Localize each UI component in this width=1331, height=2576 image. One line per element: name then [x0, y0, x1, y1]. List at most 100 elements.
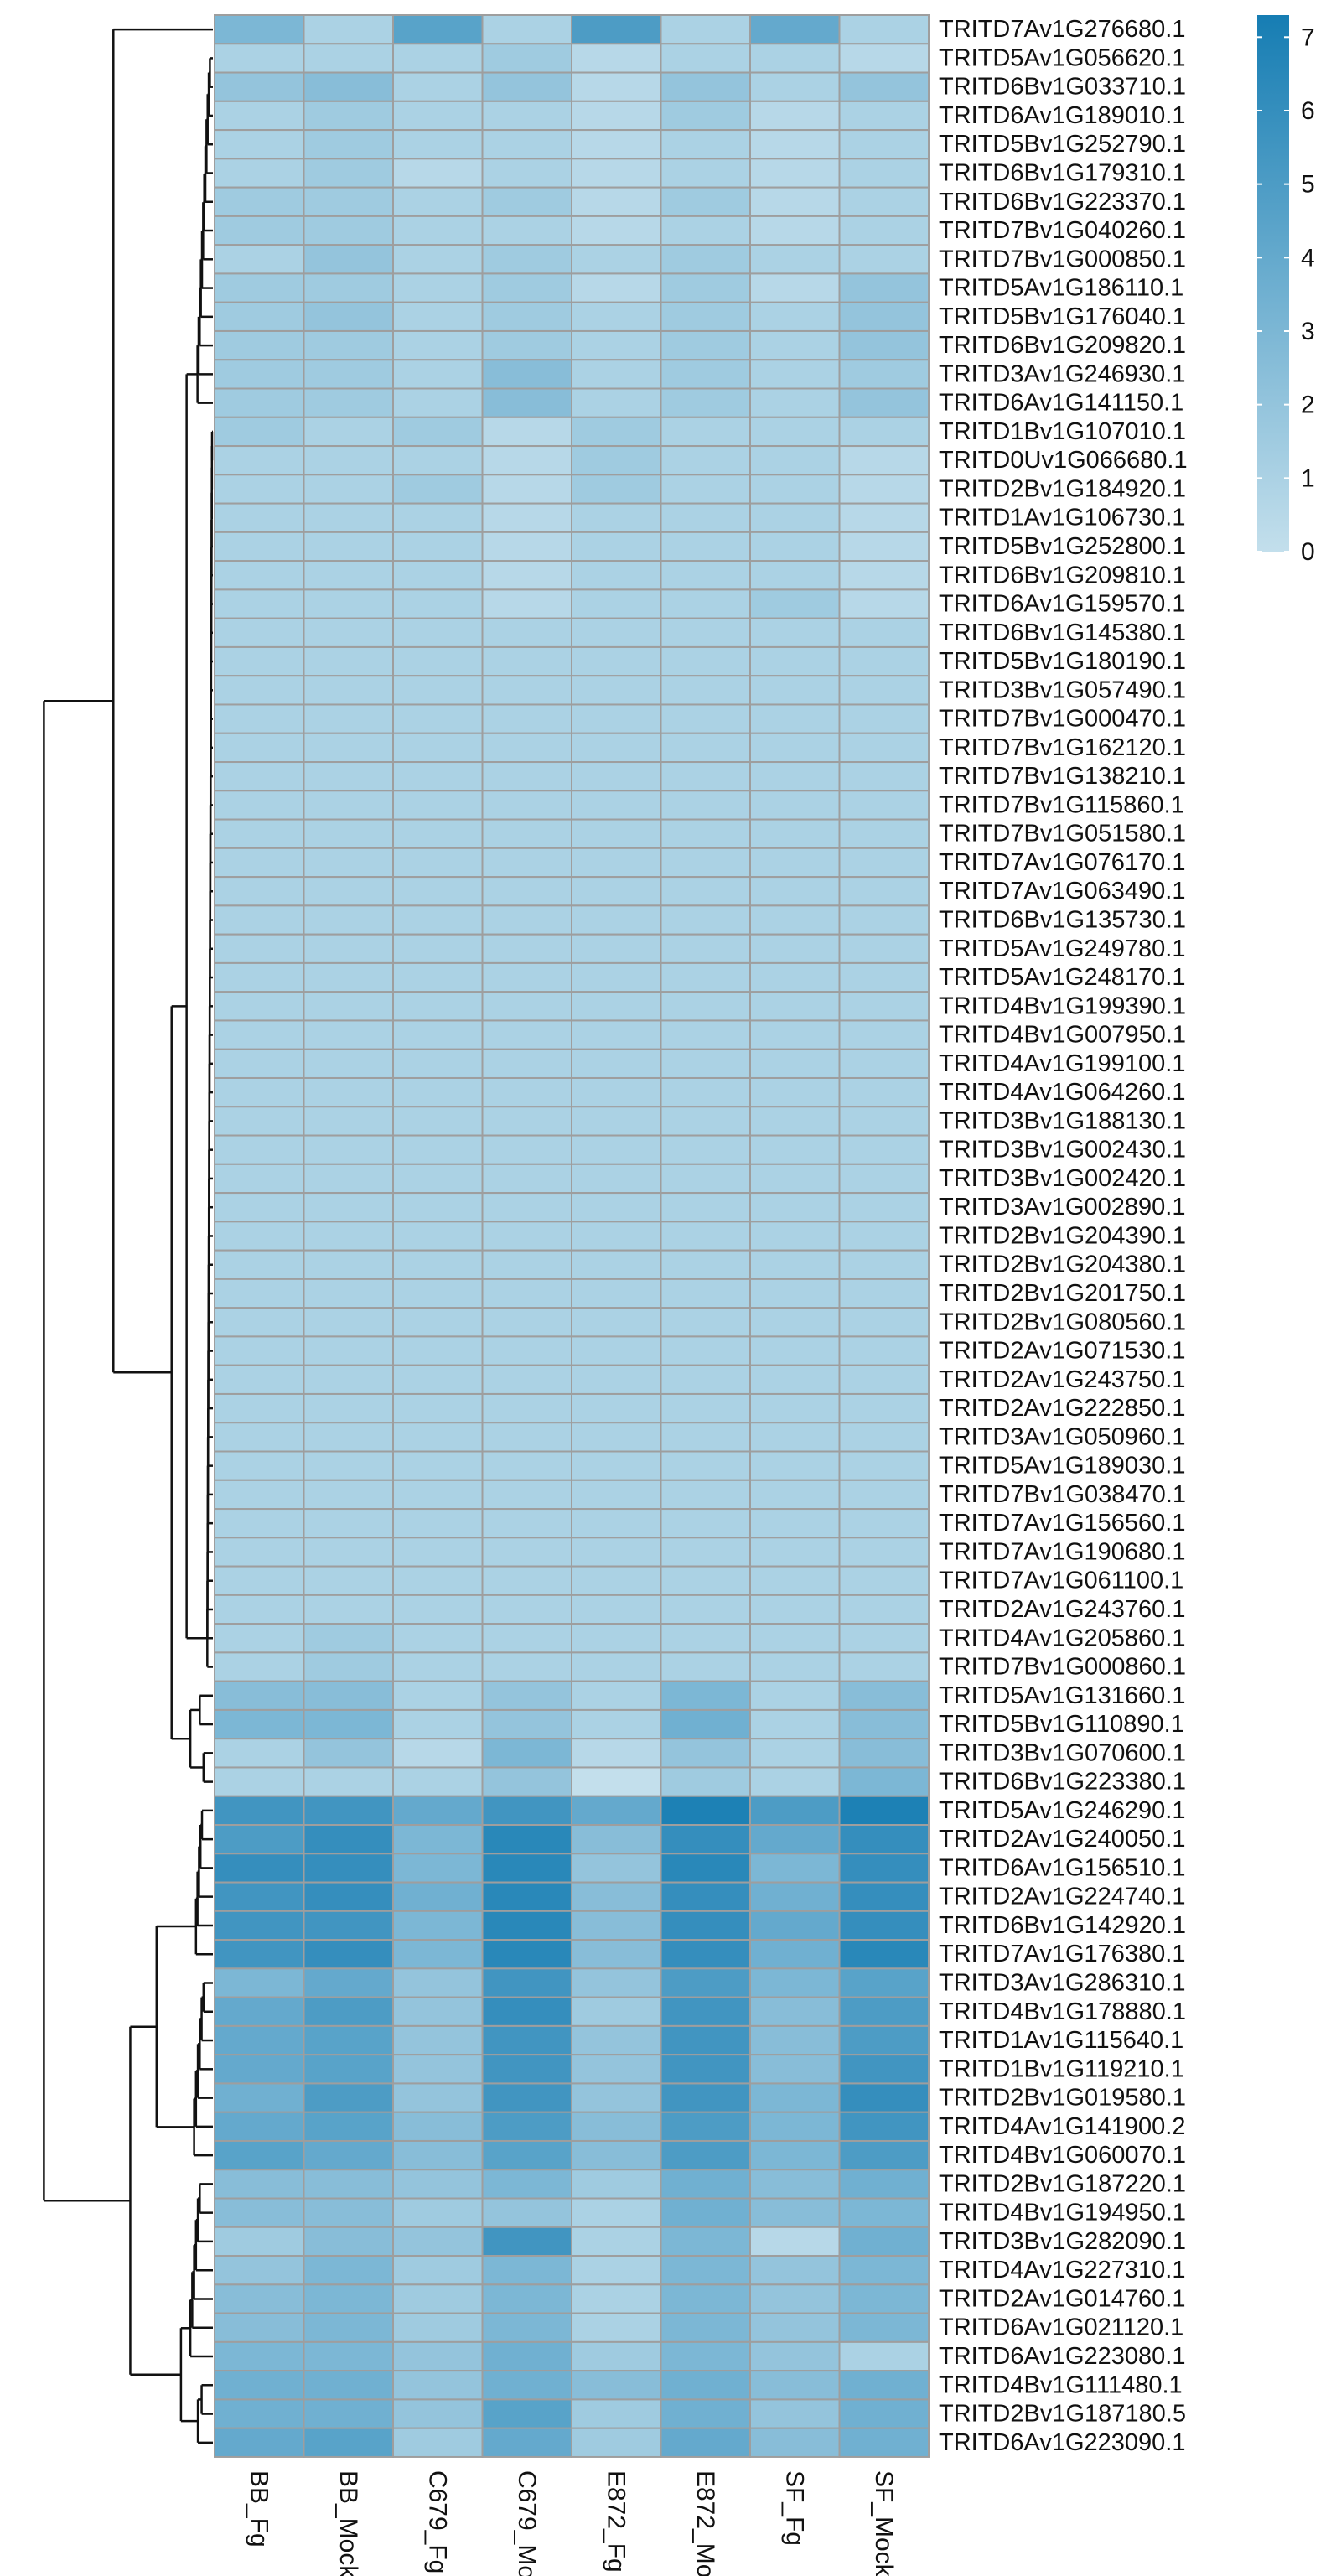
heatmap-cell: [392, 2312, 484, 2343]
legend-tick-label: 5: [1301, 171, 1315, 199]
heatmap-cell: [838, 1680, 930, 1711]
row-label: TRITD7Bv1G051580.1: [939, 821, 1186, 847]
heatmap-cell: [481, 445, 572, 476]
heatmap-cell: [303, 1249, 394, 1280]
heatmap-cell: [214, 2197, 305, 2228]
heatmap-cell: [303, 1766, 394, 1797]
heatmap-cell: [303, 2226, 394, 2257]
heatmap-cell: [303, 1623, 394, 1654]
heatmap-cell: [392, 1651, 484, 1682]
heatmap-cell: [838, 1163, 930, 1195]
heatmap-cell: [392, 244, 484, 275]
heatmap-cell: [392, 474, 484, 505]
heatmap-cell: [303, 2197, 394, 2228]
heatmap-cell: [838, 1881, 930, 1912]
heatmap-cell: [214, 43, 305, 74]
heatmap-cell: [303, 272, 394, 303]
heatmap-cell: [481, 2111, 572, 2142]
legend-tick-label: 7: [1301, 23, 1315, 51]
heatmap-cell: [660, 1766, 751, 1797]
heatmap-cell: [749, 100, 841, 132]
heatmap-cell: [660, 904, 751, 936]
row-label: TRITD0Uv1G066680.1: [939, 447, 1188, 474]
heatmap-cell: [481, 1853, 572, 1884]
heatmap-cell: [838, 560, 930, 591]
heatmap-cell: [481, 2024, 572, 2056]
heatmap-cell: [838, 818, 930, 849]
heatmap-cell: [660, 1508, 751, 1539]
heatmap-cell: [660, 416, 751, 448]
heatmap-cell: [571, 2082, 662, 2113]
heatmap-cell: [838, 71, 930, 102]
heatmap-cell: [749, 1594, 841, 1625]
heatmap-cell: [660, 445, 751, 476]
heatmap-cell: [303, 2370, 394, 2401]
legend-tick-label: 1: [1301, 464, 1315, 492]
heatmap-cell: [660, 1565, 751, 1596]
heatmap-cell: [571, 2427, 662, 2458]
row-label: TRITD4Av1G205860.1: [939, 1625, 1185, 1651]
heatmap-cell: [481, 1623, 572, 1654]
heatmap-cell: [392, 1364, 484, 1395]
heatmap-cell: [481, 1967, 572, 1998]
heatmap-cell: [214, 445, 305, 476]
heatmap-cell: [660, 1795, 751, 1827]
heatmap-cell: [571, 244, 662, 275]
heatmap-cell: [660, 158, 751, 189]
row-dendrogram: [43, 28, 214, 2444]
heatmap-cell: [660, 1019, 751, 1050]
heatmap-cell: [749, 1939, 841, 1970]
heatmap-cell: [392, 1221, 484, 1252]
heatmap-cell: [749, 158, 841, 189]
heatmap-cell: [392, 1910, 484, 1941]
heatmap-cell: [749, 1106, 841, 1137]
heatmap-cell: [571, 1738, 662, 1769]
color-legend: 0 1 2 3 4 5 6 7: [1257, 15, 1315, 566]
heatmap-cell: [214, 2427, 305, 2458]
heatmap-cell: [481, 1680, 572, 1711]
heatmap-cell: [749, 502, 841, 533]
row-label: TRITD2Av1G243760.1: [939, 1596, 1185, 1623]
heatmap-cell: [571, 2169, 662, 2200]
heatmap-cell: [392, 1738, 484, 1769]
heatmap-cell: [749, 272, 841, 303]
heatmap-cell: [838, 1708, 930, 1740]
heatmap-cell: [214, 991, 305, 1022]
heatmap-cell: [838, 847, 930, 879]
heatmap-cell: [392, 588, 484, 619]
heatmap-cell: [660, 1708, 751, 1740]
heatmap-cell: [214, 1307, 305, 1338]
heatmap-cell: [481, 1594, 572, 1625]
row-label: TRITD2Av1G243750.1: [939, 1366, 1185, 1393]
heatmap-cell: [392, 876, 484, 907]
heatmap-cell: [481, 2054, 572, 2085]
heatmap-cell: [481, 1910, 572, 1941]
heatmap-cell: [660, 1422, 751, 1453]
heatmap-cell: [214, 1881, 305, 1912]
heatmap-cell: [392, 71, 484, 102]
heatmap-cell: [481, 876, 572, 907]
heatmap-cell: [660, 43, 751, 74]
heatmap-cell: [303, 2398, 394, 2429]
heatmap-cell: [481, 732, 572, 764]
heatmap-cell: [214, 2340, 305, 2372]
heatmap-cell: [303, 1422, 394, 1453]
heatmap-cell: [838, 301, 930, 332]
heatmap-cell: [838, 1335, 930, 1366]
heatmap-cell: [838, 2139, 930, 2171]
heatmap-cell: [214, 1623, 305, 1654]
heatmap-cell: [214, 1824, 305, 1855]
heatmap-cell: [838, 991, 930, 1022]
heatmap-cell: [838, 1910, 930, 1941]
heatmap-cell: [660, 703, 751, 734]
heatmap-cell: [303, 1824, 394, 1855]
heatmap-cell: [392, 158, 484, 189]
heatmap-cell: [749, 1853, 841, 1884]
heatmap-cell: [660, 2340, 751, 2372]
heatmap-cell: [571, 1019, 662, 1050]
heatmap-cell: [838, 1939, 930, 1970]
heatmap-cell: [571, 1939, 662, 1970]
heatmap-cell: [481, 617, 572, 648]
heatmap-cell: [749, 1364, 841, 1395]
heatmap-cell: [214, 329, 305, 361]
